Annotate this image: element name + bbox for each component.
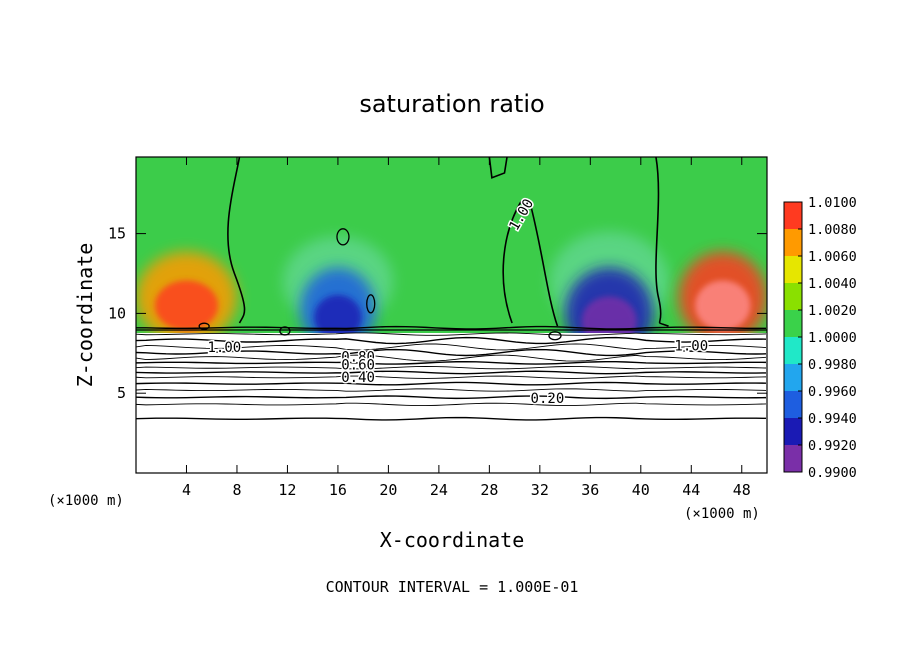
contour-interval-footer: CONTOUR INTERVAL = 1.000E-01	[326, 578, 579, 596]
contour-label-1: 1.00	[207, 340, 241, 356]
colorbar-label-5: 1.0000	[808, 330, 857, 346]
colorbar-label-2: 0.9940	[808, 411, 857, 427]
y-axis-title: Z-coordinate	[73, 243, 97, 388]
x-tick-label-4: 20	[379, 481, 397, 499]
colorbar-label-3: 0.9960	[808, 384, 857, 400]
x-tick-label-9: 40	[632, 481, 650, 499]
x-tick-label-6: 28	[480, 481, 498, 499]
colorbar-segment-1	[784, 418, 802, 445]
contour-band-4	[135, 348, 767, 357]
contour-1-00-right	[655, 156, 669, 327]
contour-closed-3	[548, 331, 562, 341]
colorbar-segment-9	[784, 202, 802, 229]
x-unit-label-right: (×1000 m)	[684, 506, 760, 522]
contour-closed-1	[366, 294, 376, 314]
contour-closed-0	[336, 228, 350, 246]
contour-band-7	[135, 366, 767, 370]
plot-frame	[135, 156, 768, 474]
saturation-field	[136, 157, 767, 333]
contour-band-8	[135, 370, 767, 375]
y-tick-label-1: 10	[108, 304, 126, 322]
field-region-3	[565, 267, 654, 333]
contour-label-4: 0.60	[341, 357, 375, 373]
x-tick-label-2: 12	[278, 481, 296, 499]
contour-band-11	[135, 388, 767, 392]
colorbar-label-7: 1.0040	[808, 276, 857, 292]
chart-title: saturation ratio	[359, 90, 544, 118]
y-tick-label-0: 5	[117, 384, 126, 402]
x-tick-label-3: 16	[329, 481, 347, 499]
contour-1-00-mid	[488, 156, 559, 327]
field-region-2	[300, 267, 376, 333]
colorbar-segment-4	[784, 337, 802, 364]
colorbar-label-4: 0.9980	[808, 357, 857, 373]
contour-band-2	[135, 336, 767, 345]
contour-closed-4	[198, 322, 210, 330]
contour-band-9	[135, 375, 767, 379]
contour-band-13	[135, 402, 767, 407]
contour-band-5	[135, 354, 767, 362]
x-axis: 4 8 12 16 20 24 28 32 36 40 44 48	[182, 157, 751, 499]
x-axis-title: X-coordinate	[380, 528, 525, 552]
colorbar-segment-0	[784, 445, 802, 472]
x-unit-label-left: (×1000 m)	[48, 493, 124, 509]
colorbar-segment-2	[784, 391, 802, 418]
contour-label-6: 0.20	[531, 391, 565, 407]
colorbar-segment-7	[784, 256, 802, 283]
contour-label-5: 0.40	[341, 370, 375, 386]
y-tick-label-2: 15	[108, 225, 126, 243]
x-tick-label-8: 36	[581, 481, 599, 499]
colorbar-label-9: 1.0080	[808, 222, 857, 238]
colorbar-segment-3	[784, 364, 802, 391]
contour-label-2: 1.00	[674, 338, 708, 354]
colorbar-label-6: 1.0020	[808, 303, 857, 319]
colorbar-segment-5	[784, 310, 802, 337]
colorbar: 0.9900 0.9920 0.9940 0.9960 0.9980 1.0000 1.00…	[783, 195, 857, 481]
colorbar-segment-6	[784, 283, 802, 310]
colorbar-label-8: 1.0060	[808, 249, 857, 265]
x-tick-label-7: 32	[531, 481, 549, 499]
contour-1-00-left	[227, 156, 246, 324]
x-tick-label-11: 48	[733, 481, 751, 499]
colorbar-label-10: 1.0100	[808, 195, 857, 211]
contour-band-6	[135, 360, 767, 365]
field-region-0	[136, 251, 237, 333]
contour-band-10	[135, 381, 767, 386]
colorbar-label-0: 0.9900	[808, 465, 857, 481]
y-axis: 5 10 15	[108, 225, 767, 402]
contour-band-14	[135, 416, 767, 421]
contour-band-0	[135, 325, 767, 330]
colorbar-label-1: 0.9920	[808, 438, 857, 454]
x-tick-label-10: 44	[682, 481, 700, 499]
colorbar-segment-8	[784, 229, 802, 256]
contour-band-1	[135, 332, 767, 336]
x-tick-label-5: 24	[430, 481, 448, 499]
contour-band-12	[135, 395, 767, 400]
x-tick-label-0: 4	[182, 481, 191, 499]
contour-band-3	[135, 343, 767, 351]
contour-lines	[135, 156, 767, 421]
x-tick-label-1: 8	[232, 481, 241, 499]
contour-label-3: 0.80	[341, 349, 375, 365]
field-region-1	[678, 251, 767, 333]
